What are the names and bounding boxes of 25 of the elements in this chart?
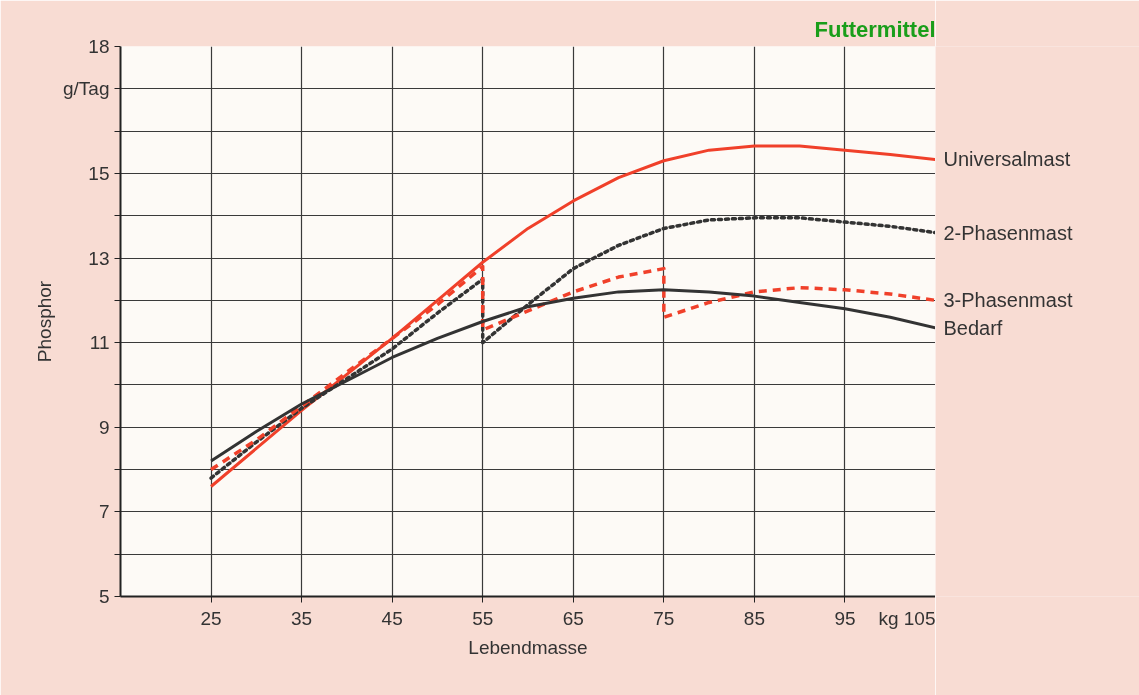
y-tick-label: 18	[88, 36, 110, 57]
y-tick-label: g/Tag	[63, 78, 110, 100]
chart-title: Futtermittel	[814, 16, 936, 42]
series-label: Universalmast	[943, 148, 1071, 171]
x-tick-label: 25	[200, 607, 222, 629]
line-series	[209, 144, 935, 488]
x-tick-label: 85	[743, 607, 765, 629]
x-tick-label: 75	[653, 607, 675, 629]
y-tick-label: 13	[88, 247, 110, 269]
y-tick-label: 7	[98, 501, 110, 523]
y-tick-label: 9	[98, 416, 110, 438]
x-tick-label: kg 105	[878, 607, 936, 629]
x-tick-label: 65	[562, 607, 584, 629]
series-label: 3-Phasenmast	[943, 289, 1073, 312]
x-axis-title: Lebendmasse	[468, 636, 588, 658]
x-tick-label: 95	[834, 607, 856, 629]
x-tick-label: 35	[291, 607, 313, 629]
y-axis-title: Phosphor	[34, 280, 56, 363]
y-tick-label: 15	[88, 162, 110, 184]
series-label: Bedarf	[943, 316, 1003, 339]
x-tick-label: 45	[381, 607, 403, 629]
y-tick-label: 11	[89, 332, 110, 354]
series-label: 2-Phasenmast	[943, 221, 1073, 244]
y-tick-label: 5	[98, 586, 110, 607]
x-tick-label: 55	[472, 607, 494, 629]
